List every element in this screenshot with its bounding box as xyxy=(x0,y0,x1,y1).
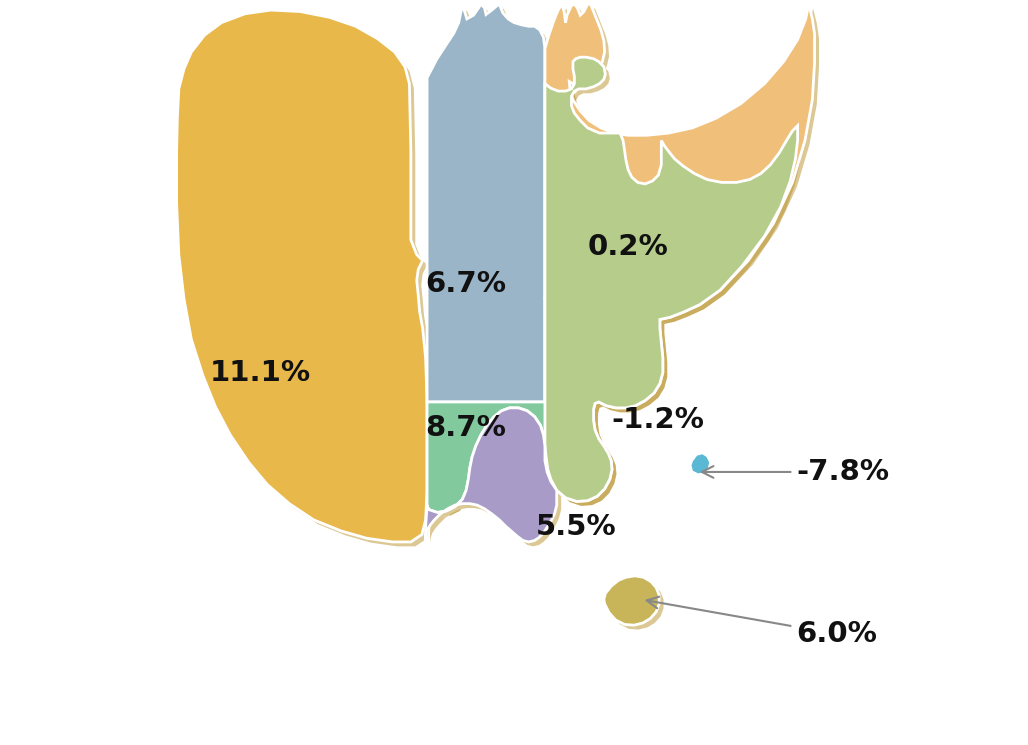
Polygon shape xyxy=(432,9,549,406)
Polygon shape xyxy=(177,10,427,542)
Polygon shape xyxy=(427,299,663,513)
Polygon shape xyxy=(427,4,545,402)
Polygon shape xyxy=(432,303,667,517)
Polygon shape xyxy=(691,454,710,474)
Text: 5.5%: 5.5% xyxy=(537,513,617,541)
Polygon shape xyxy=(549,9,819,324)
Text: 6.7%: 6.7% xyxy=(426,270,507,298)
Polygon shape xyxy=(426,408,557,542)
Polygon shape xyxy=(603,576,659,625)
Polygon shape xyxy=(545,57,798,501)
Text: 11.1%: 11.1% xyxy=(210,358,310,387)
Text: -7.8%: -7.8% xyxy=(702,458,889,486)
Text: -1.2%: -1.2% xyxy=(612,406,704,434)
Polygon shape xyxy=(545,4,814,320)
Polygon shape xyxy=(181,14,432,546)
Polygon shape xyxy=(430,412,561,546)
Polygon shape xyxy=(549,62,802,506)
Text: 6.0%: 6.0% xyxy=(647,597,877,648)
Text: 8.7%: 8.7% xyxy=(426,413,507,442)
Polygon shape xyxy=(609,580,663,630)
Text: 0.2%: 0.2% xyxy=(588,233,668,261)
